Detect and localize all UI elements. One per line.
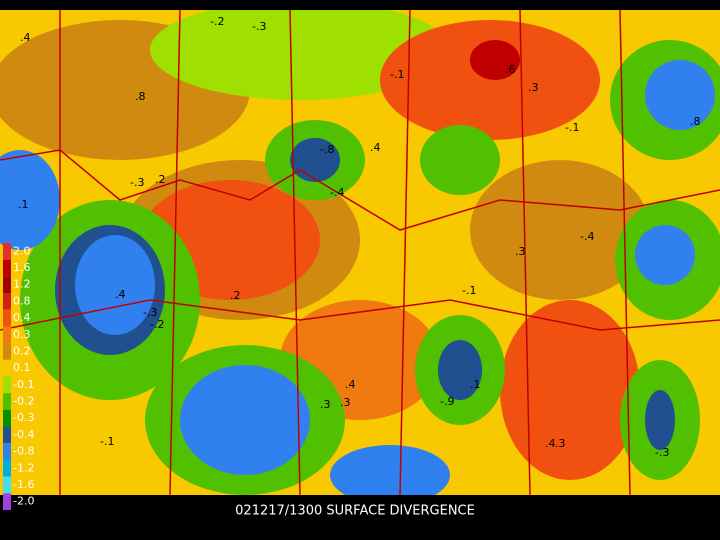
scale-swatch <box>3 426 11 444</box>
scale-label: 0.1 <box>13 361 31 374</box>
contour-label: .3 <box>515 245 526 258</box>
scale-swatch <box>3 459 11 477</box>
scale-label: -0.3 <box>13 411 34 424</box>
scale-label: -2.0 <box>13 495 34 508</box>
contour-label: .3 <box>555 437 566 450</box>
scale-label: 0.3 <box>13 328 31 341</box>
scale-swatch <box>3 243 11 260</box>
contour-label: .4 <box>345 378 356 391</box>
scale-label: 1.2 <box>13 278 31 291</box>
scale-label: -0.8 <box>13 445 34 458</box>
scale-swatch <box>3 343 11 360</box>
scale-label: 2.0 <box>13 244 31 257</box>
contour-label: .8 <box>135 90 146 103</box>
contour-label: .4 <box>115 288 126 301</box>
scale-label: 1.6 <box>13 261 31 274</box>
contour-label: -.4 <box>580 230 594 243</box>
scale-swatch <box>3 309 11 327</box>
scale-swatch <box>3 409 11 427</box>
contour-label: -.3 <box>130 176 144 189</box>
scale-label: 0.4 <box>13 311 31 324</box>
divergence-field <box>0 10 720 495</box>
contour-label: .8 <box>690 115 701 128</box>
contour-label: -.3 <box>655 446 669 459</box>
scale-label: -0.4 <box>13 428 34 441</box>
contour-label: .4 <box>20 31 31 44</box>
contour-label: .2 <box>230 289 241 302</box>
scale-label: -0.1 <box>13 378 34 391</box>
scale-swatch <box>3 293 11 310</box>
scale-label: -0.2 <box>13 395 34 408</box>
scale-label: 0.8 <box>13 294 31 307</box>
contour-label: .1 <box>470 378 481 391</box>
scale-swatch <box>3 276 11 294</box>
caption: 021217/1300 SURFACE DIVERGENCE <box>235 504 475 519</box>
contour-label: .2 <box>155 173 166 186</box>
scale-swatch <box>3 443 11 460</box>
contour-label: -.4 <box>330 186 344 199</box>
contour-label: .3 <box>528 81 539 94</box>
contour-label: -.8 <box>320 143 334 156</box>
contour-label: .4 <box>545 437 556 450</box>
contour-label: -.3 <box>143 306 157 319</box>
scale-swatch <box>3 376 11 394</box>
contour-label: -.3 <box>252 20 266 33</box>
contour-label: -.1 <box>100 435 114 448</box>
scale-swatch <box>3 393 11 410</box>
contour-label: .3 <box>320 398 331 411</box>
contour-label: -.2 <box>210 15 224 28</box>
contour-label: .4 <box>370 141 381 154</box>
contour-label: .1 <box>18 198 29 211</box>
contour-label: -.1 <box>462 284 476 297</box>
contour-label: -.9 <box>440 395 454 408</box>
scale-swatch <box>3 493 11 510</box>
contour-label: -.1 <box>390 68 404 81</box>
scale-swatch <box>3 259 11 277</box>
scale-label: -1.2 <box>13 461 34 474</box>
scale-swatch <box>3 359 11 377</box>
scale-label: 0.2 <box>13 344 31 357</box>
scale-label: -1.6 <box>13 478 34 491</box>
contour-label: -.1 <box>565 121 579 134</box>
contour-label: .6 <box>505 63 516 76</box>
contour-label: .3 <box>340 396 351 409</box>
scale-swatch <box>3 476 11 494</box>
contour-label: -.2 <box>150 318 164 331</box>
scale-swatch <box>3 326 11 344</box>
